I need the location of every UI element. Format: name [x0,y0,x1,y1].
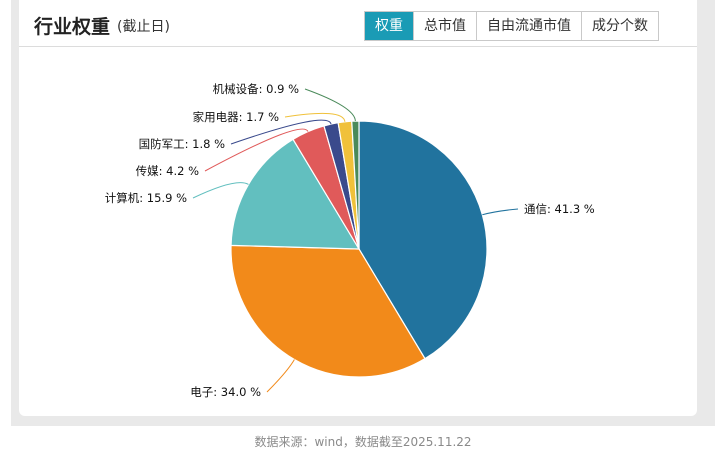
pie-slice-0[interactable] [358,120,488,360]
card-header: 行业权重 (截止日) 权重 总市值 自由流通市值 成分个数 [19,0,697,47]
leader-line-1 [266,359,295,393]
pie-chart-area: 通信: 41.3 % 电子: 34.0 % 计算机: 15.9 % 传媒: 4.2 %… [19,47,697,416]
slice-label-0: 通信: 41.3 % [524,202,595,216]
leader-line-4 [230,119,332,145]
pie-chart: 通信: 41.3 % 电子: 34.0 % 计算机: 15.9 % 传媒: 4.2 %… [105,82,595,399]
leader-line-2 [192,182,249,199]
slice-label-5: 家用电器: 1.7 % [193,110,279,124]
tab-total-market-cap[interactable]: 总市值 [413,12,476,40]
tab-free-float-market-cap[interactable]: 自由流通市值 [476,12,581,40]
page-subtitle: (截止日) [117,19,170,35]
leader-line-5 [284,112,346,122]
tab-constituent-count[interactable]: 成分个数 [581,12,658,40]
slice-label-3: 传媒: 4.2 % [136,164,199,178]
slice-label-1: 电子: 34.0 % [190,385,261,399]
data-source-note: 数据来源：wind，数据截至2025.11.22 [254,435,472,449]
slice-label-4: 国防军工: 1.8 % [139,137,225,151]
tab-weight[interactable]: 权重 [365,12,413,40]
slice-label-6: 机械设备: 0.9 % [213,82,299,96]
metric-tabs: 权重 总市值 自由流通市值 成分个数 [364,11,659,41]
slice-label-2: 计算机: 15.9 % [105,191,187,205]
leader-line-6 [304,88,356,122]
leader-line-3 [204,128,309,172]
leader-line-0 [482,208,519,216]
page-title: 行业权重 [34,16,111,38]
